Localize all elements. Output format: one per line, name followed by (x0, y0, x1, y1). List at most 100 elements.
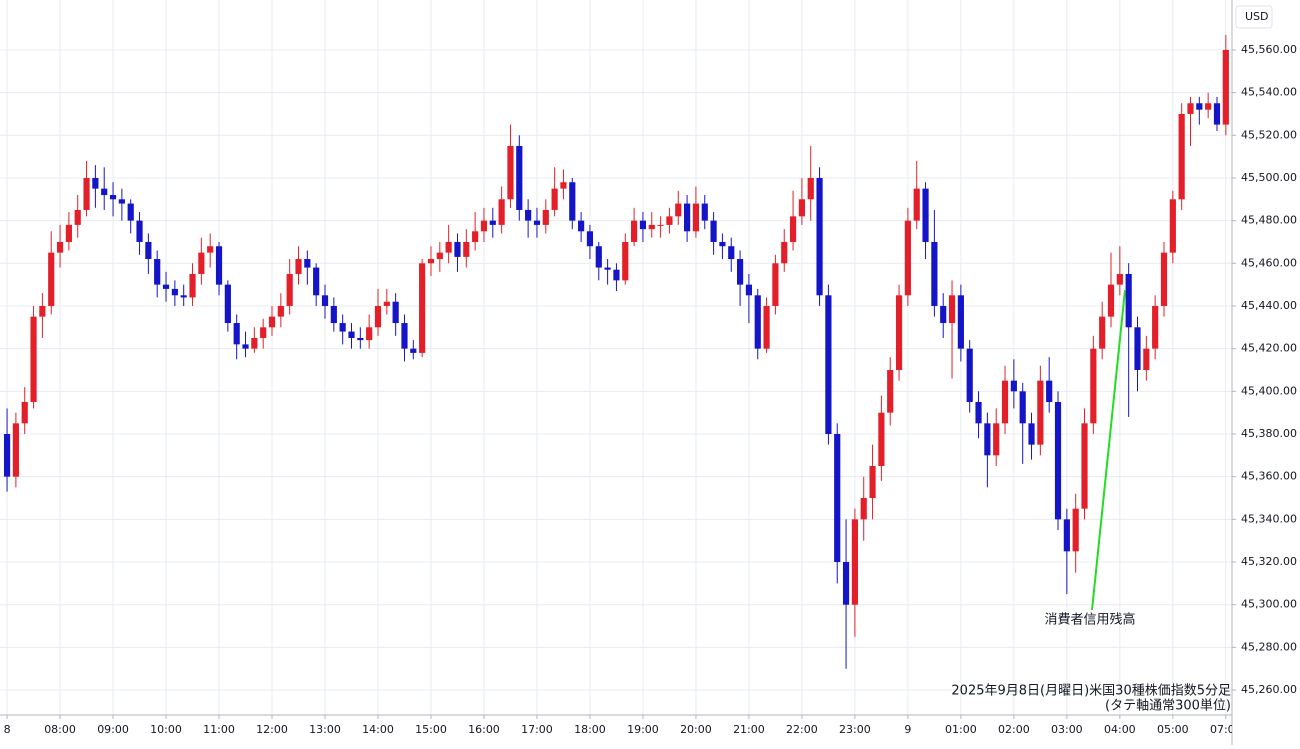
y-tick-label: 45,560.00 (1241, 43, 1297, 56)
candle-body (993, 423, 1000, 456)
candle-body (516, 145, 523, 210)
x-tick-label: 04:00 (1104, 723, 1136, 736)
candle-body (710, 220, 717, 242)
y-tick-label: 45,280.00 (1241, 640, 1297, 653)
candle-body (366, 327, 373, 341)
x-tick-label: 18:00 (574, 723, 606, 736)
candle-body (1196, 103, 1203, 110)
candle-body (913, 188, 920, 221)
candle-body (807, 177, 814, 200)
candle-body (975, 401, 982, 424)
candle-body (260, 327, 267, 338)
y-tick-label: 45,300.00 (1241, 598, 1297, 611)
candle-body (834, 433, 841, 563)
candle-body (895, 295, 903, 370)
candle-body (692, 203, 700, 232)
candle-body (966, 348, 973, 402)
candle-body (684, 203, 691, 232)
candle-body (578, 220, 585, 232)
candle-body (525, 209, 532, 221)
candle-body (639, 220, 647, 230)
candle-body (339, 323, 346, 332)
candle-body (48, 252, 55, 306)
annotation: 消費者信用残高 (1044, 612, 1135, 628)
x-tick-label: 01:00 (945, 723, 977, 736)
x-tick-label: 22:00 (786, 723, 818, 736)
candle-body (145, 241, 152, 260)
candle-body (675, 203, 682, 217)
candle-body (1222, 49, 1229, 125)
y-tick-label: 45,360.00 (1241, 470, 1297, 483)
candle-body (1134, 327, 1141, 370)
candle-body (198, 252, 205, 274)
candle-body (480, 220, 488, 232)
candle-body (127, 203, 134, 221)
candle-body (162, 284, 170, 289)
y-tick-label: 45,460.00 (1241, 256, 1297, 269)
candle-body (30, 316, 37, 402)
candle-body (189, 273, 196, 298)
candle-body (1001, 380, 1009, 424)
candle-body (65, 224, 72, 242)
candle-body (357, 337, 364, 341)
candle-body (560, 182, 567, 189)
candle-body (1046, 380, 1053, 402)
candle-body (348, 331, 355, 338)
candle-body (1152, 305, 1159, 349)
candle-body (542, 209, 549, 225)
x-tick-label: 17:00 (521, 723, 553, 736)
x-tick-label: 14:00 (362, 723, 394, 736)
candle-body (427, 259, 435, 264)
candle-body (763, 305, 770, 349)
candle-body (1116, 273, 1123, 285)
candle-body (957, 295, 964, 349)
candle-body (1054, 401, 1062, 520)
grid (0, 0, 1232, 715)
candle-body (224, 284, 231, 324)
candle-body (419, 263, 426, 353)
candle-body (109, 195, 117, 200)
candle-body (878, 412, 885, 466)
candle-body (657, 224, 664, 226)
candle-body (1099, 316, 1106, 349)
candles (3, 34, 1229, 669)
x-tick-label: 09:00 (97, 723, 129, 736)
candle-body (3, 433, 11, 477)
candle-body (622, 241, 629, 281)
candle-body (719, 241, 726, 247)
candle-body (207, 246, 214, 253)
candle-body (1213, 103, 1221, 125)
candle-body (1187, 103, 1194, 114)
candle-body (569, 182, 576, 221)
x-tick-label: 9 (904, 723, 911, 736)
x-tick-label: 03:00 (1051, 723, 1083, 736)
candle-body (816, 177, 823, 296)
candle-body (1072, 508, 1079, 552)
candle-body (1205, 103, 1212, 110)
candle-body (1010, 380, 1017, 392)
candle-body (904, 220, 911, 296)
x-tick-label: 15:00 (415, 723, 447, 736)
candle-body (613, 269, 620, 281)
candle-body (383, 301, 390, 306)
candle-body (215, 246, 223, 285)
chart-title: 2025年9月8日(月曜日)米国30種株価指数5分足 (951, 683, 1231, 699)
candle-body (772, 263, 779, 306)
candle-body (781, 241, 788, 264)
x-tick-label: 23:00 (839, 723, 871, 736)
candle-body (56, 241, 64, 253)
candle-body (374, 305, 382, 328)
candle-body (842, 562, 850, 605)
candle-body (445, 241, 452, 253)
x-tick-label: 12:00 (256, 723, 288, 736)
y-tick-label: 45,500.00 (1241, 171, 1297, 184)
x-tick-label: 10:00 (150, 723, 182, 736)
x-tick-label: 02:00 (998, 723, 1030, 736)
candle-body (940, 305, 947, 324)
candle-body (180, 295, 187, 298)
x-tick-label: 07:00 (1210, 723, 1242, 736)
candle-body (825, 295, 832, 434)
candle-body (1019, 391, 1026, 424)
x-tick-label: 05:00 (1157, 723, 1189, 736)
